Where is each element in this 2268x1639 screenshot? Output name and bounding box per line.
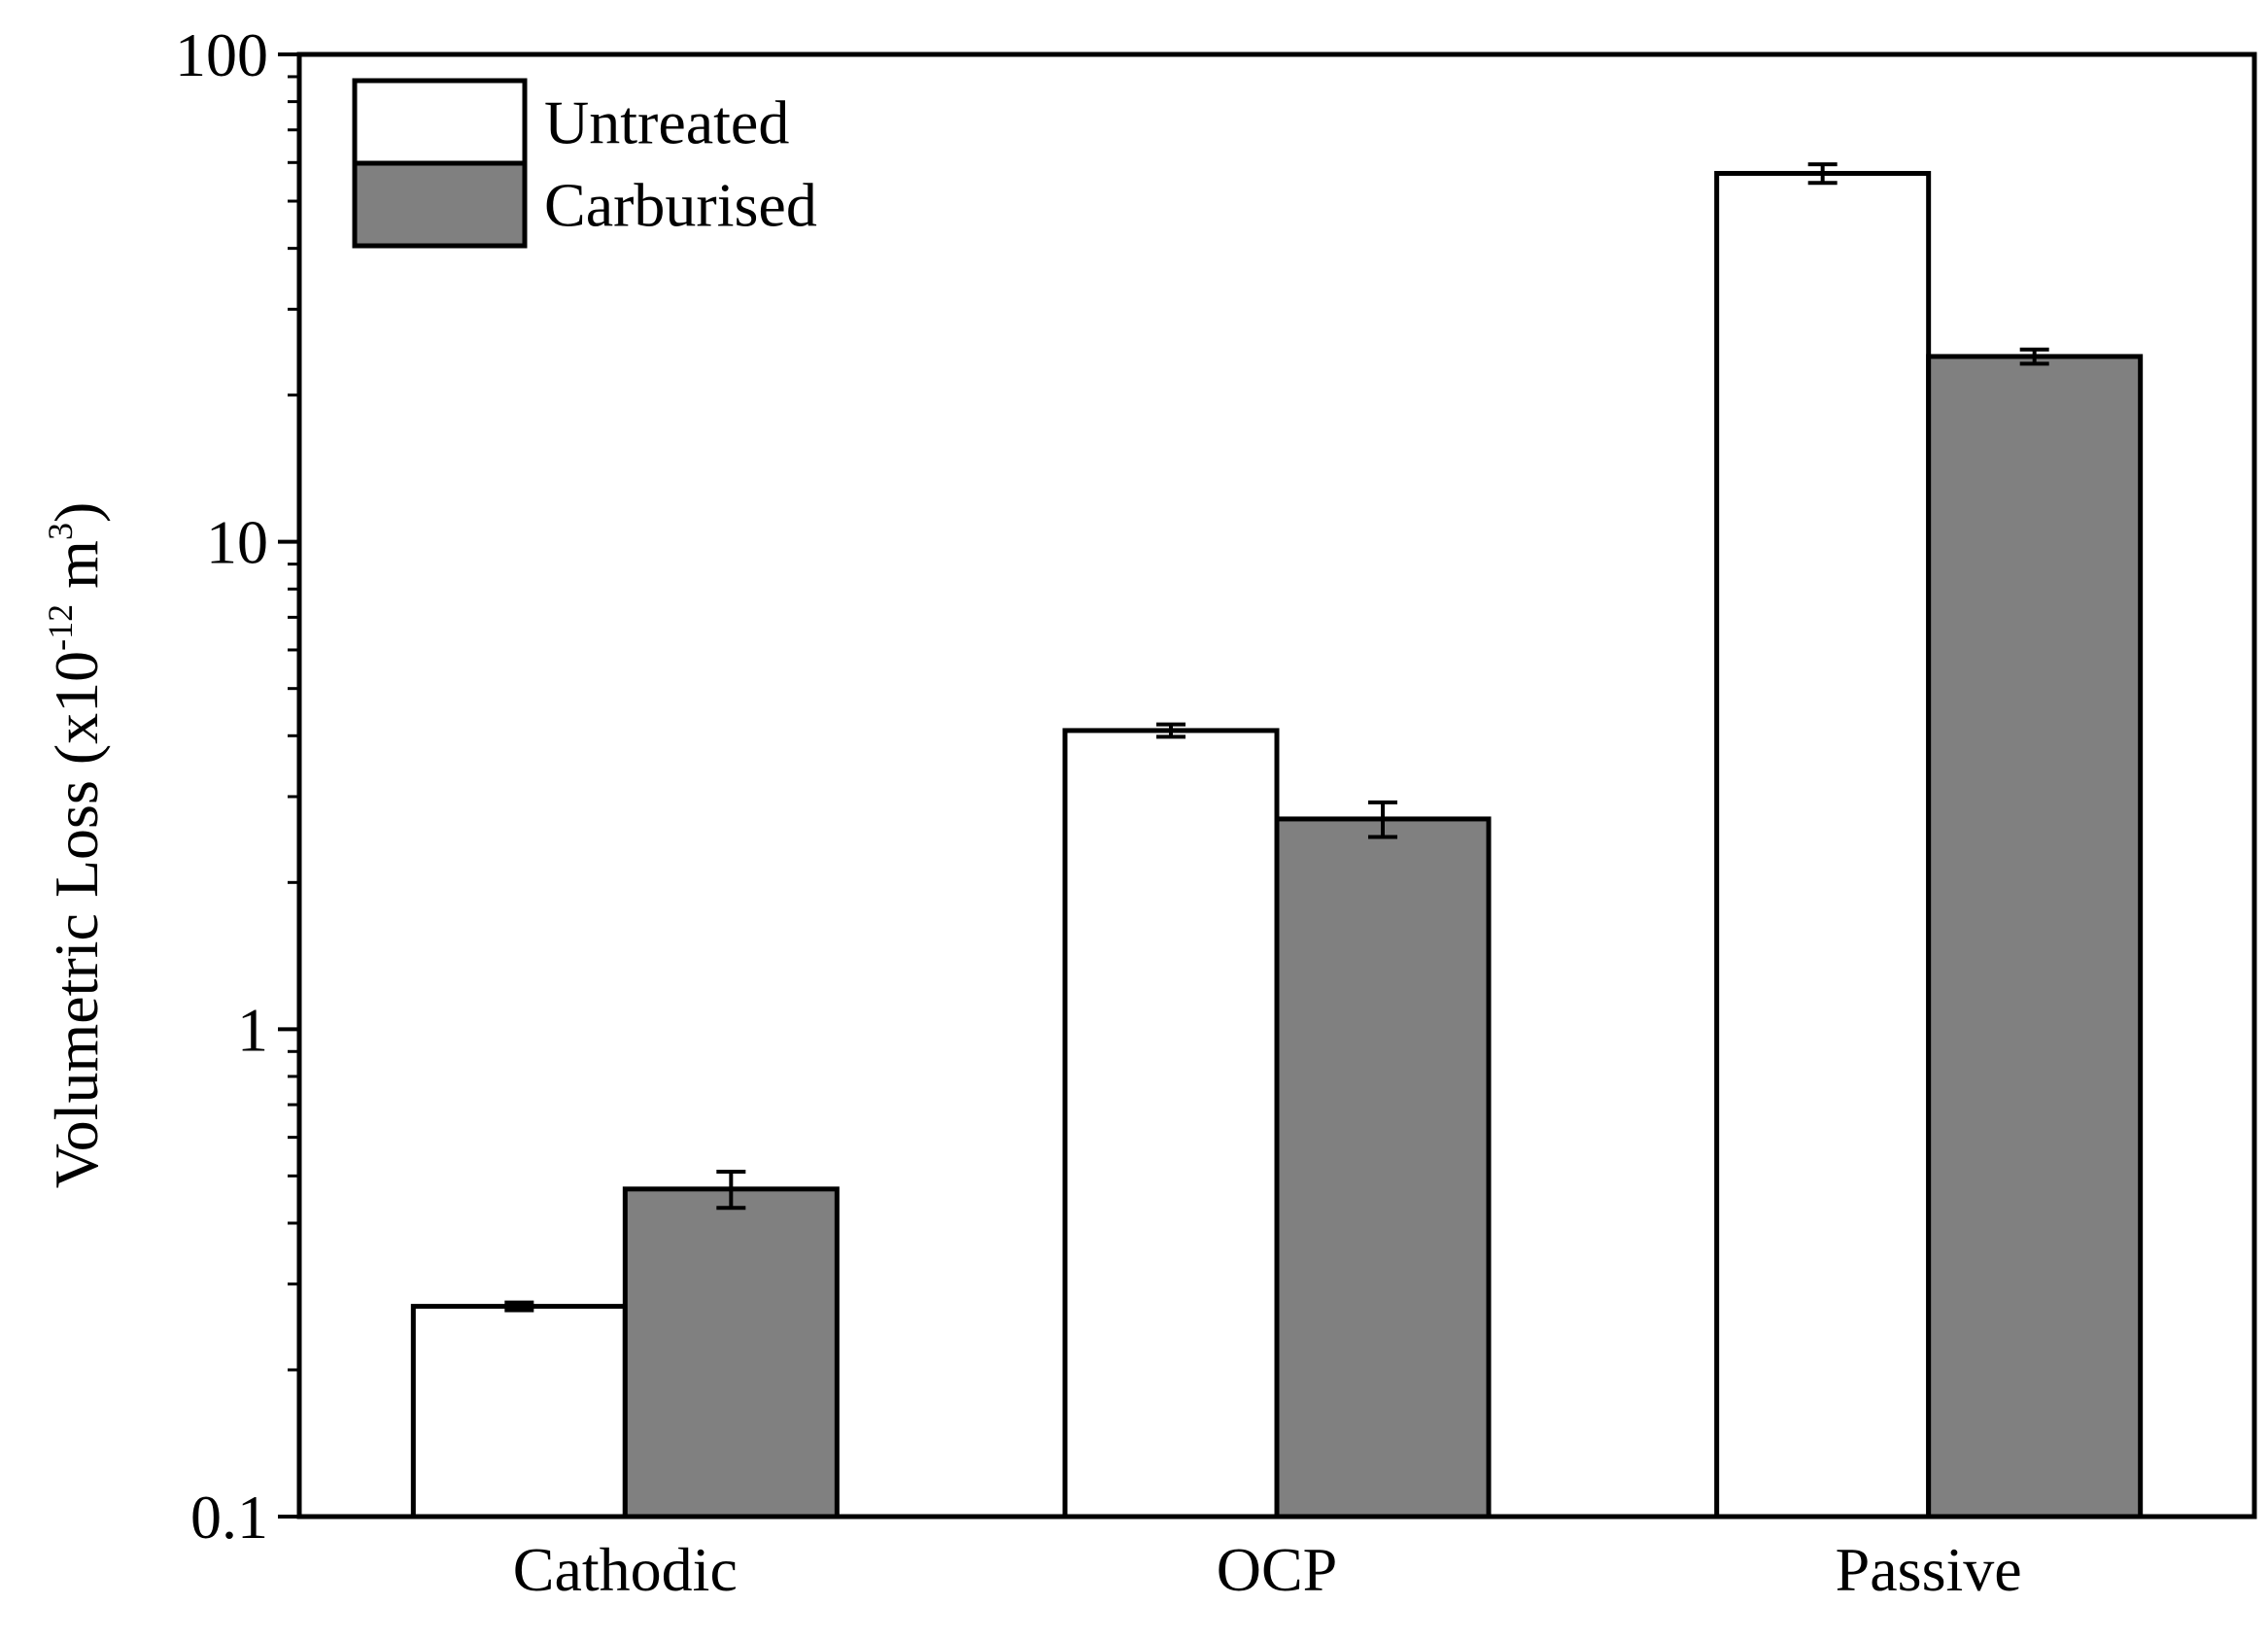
legend-swatch-carburised (352, 160, 528, 249)
legend-label-carburised: Carburised (544, 171, 817, 240)
error-bar-untreated-passive (1807, 162, 1838, 186)
y-tick-label: 10 (206, 508, 268, 577)
x-axis-categories: Cathodic OCP Passive (513, 1535, 2022, 1604)
legend-swatch-untreated (352, 78, 528, 166)
y-axis-title-suffix: ) (42, 502, 111, 523)
error-bar-carburised-ocp (1368, 800, 1397, 839)
legend-label-untreated: Untreated (544, 88, 789, 157)
y-axis-title-unit: m (42, 540, 111, 604)
y-tick-label: 0.1 (190, 1483, 268, 1552)
bars-layer (410, 170, 2144, 1519)
legend: Untreated Carburised (352, 78, 817, 249)
bar-untreated-ocp (1062, 728, 1280, 1519)
y-axis-title-unit-exponent: 3 (41, 523, 80, 540)
bar-carburised-passive (1926, 354, 2144, 1519)
y-axis-title: Volumetric Loss (x10-12 m3) (41, 502, 111, 1189)
error-bar-untreated-ocp (1156, 722, 1186, 739)
error-bar-untreated-cathodic (504, 1300, 534, 1313)
y-axis-title-prefix: Volumetric Loss (x10 (42, 651, 111, 1188)
bar-untreated-cathodic (410, 1304, 628, 1519)
y-tick-label: 1 (237, 995, 268, 1064)
error-bar-carburised-passive (2019, 347, 2049, 366)
x-category-label-passive: Passive (1836, 1535, 2022, 1604)
bar-untreated-passive (1714, 170, 1932, 1519)
y-axis-title-exponent: -12 (41, 604, 80, 651)
plot-frame (296, 51, 2257, 1519)
error-bars-layer (504, 162, 2049, 1313)
bar-carburised-ocp (1274, 816, 1492, 1519)
y-axis-ticks: 0.1 1 10 100 (175, 20, 299, 1552)
x-category-label-cathodic: Cathodic (513, 1535, 738, 1604)
error-bar-carburised-cathodic (716, 1170, 746, 1211)
y-tick-label: 100 (175, 20, 268, 89)
bar-carburised-cathodic (622, 1186, 840, 1519)
x-category-label-ocp: OCP (1217, 1535, 1338, 1604)
